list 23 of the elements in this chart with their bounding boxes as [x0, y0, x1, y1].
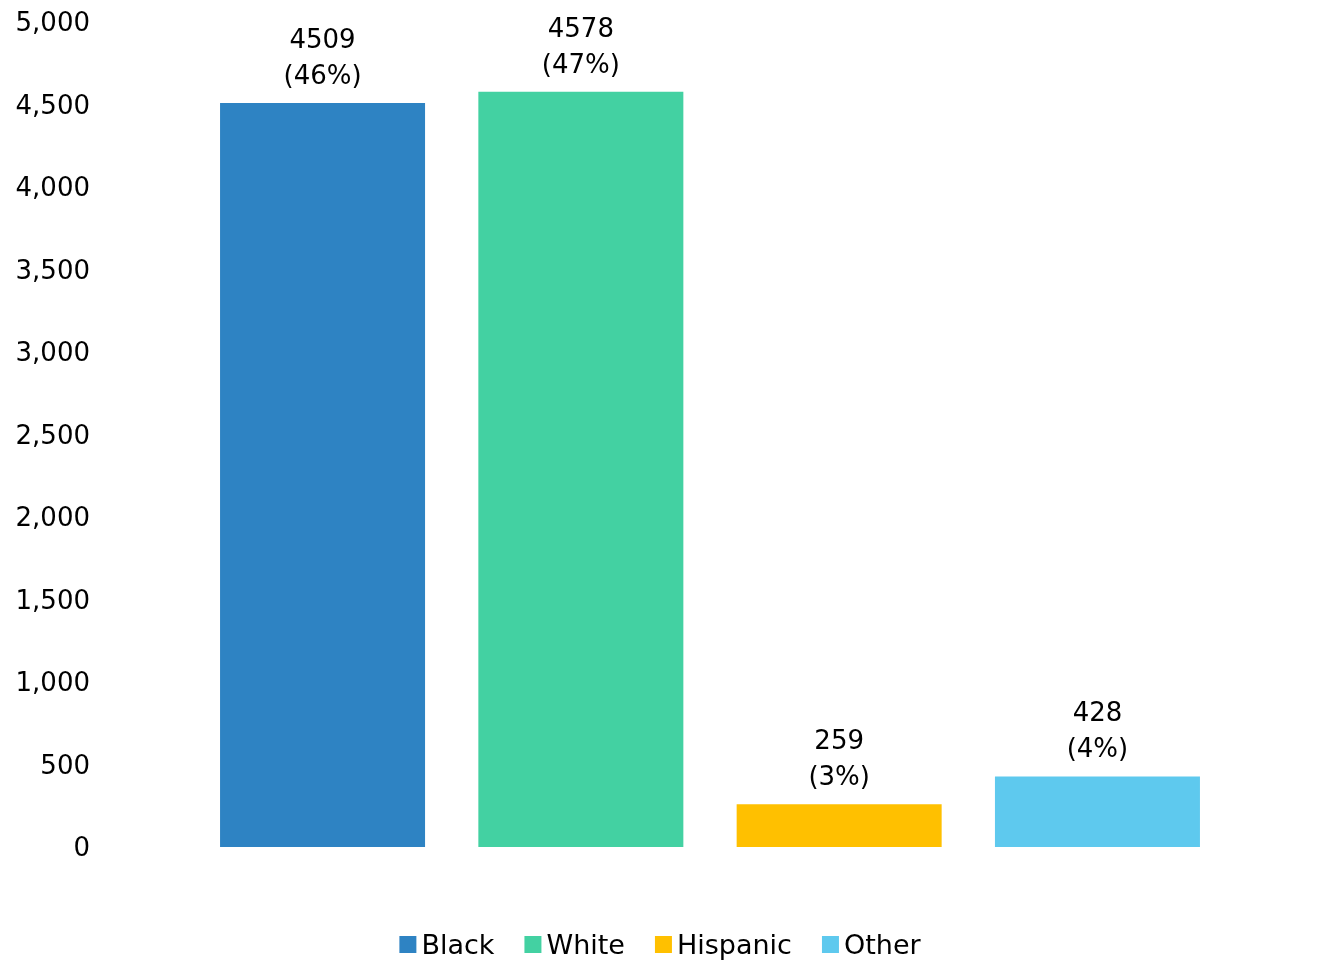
y-tick-label: 500: [40, 749, 90, 780]
y-tick-label: 1,000: [15, 667, 90, 697]
y-tick-label: 5,000: [15, 7, 90, 37]
y-tick-label: 3,000: [15, 337, 90, 367]
legend-label: Other: [843, 929, 922, 960]
y-tick-label: 2,500: [15, 419, 90, 450]
data-label: 259 (3%): [808, 725, 870, 792]
y-tick-label: 4,000: [15, 172, 90, 202]
bar: [994, 776, 1200, 847]
legend-label: Hispanic: [676, 929, 792, 960]
y-tick-label: 4,500: [15, 89, 90, 120]
y-tick-label: 0: [73, 832, 90, 862]
legend-label: White: [546, 929, 625, 960]
bar: [220, 103, 426, 847]
y-tick-label: 3,500: [15, 254, 90, 285]
data-label: 4509 (46%): [283, 24, 362, 91]
bar: [478, 91, 684, 847]
bar: [736, 804, 942, 847]
y-tick-label: 1,500: [15, 584, 90, 615]
data-label: 428 (4%): [1066, 697, 1129, 764]
data-label: 4578 (47%): [541, 12, 620, 79]
y-tick-label: 2,000: [15, 502, 90, 532]
legend-label: Black: [421, 929, 495, 960]
